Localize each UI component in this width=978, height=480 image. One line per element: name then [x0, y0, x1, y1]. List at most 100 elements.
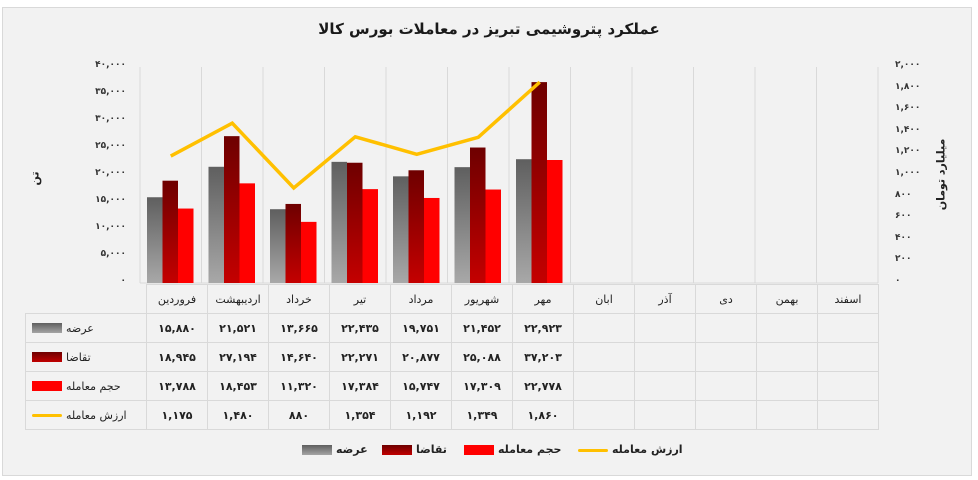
legend-item-hajm: حجم معامله: [464, 443, 561, 456]
legend-item-taghaza: تقاضا: [382, 443, 447, 456]
table-cell: [756, 342, 818, 372]
row-swatch: [32, 323, 62, 334]
table-cell: ۲۲,۲۷۱: [329, 342, 391, 372]
table-header-row: فروردین اردیبهشت خرداد تیر مرداد شهریور مهر ابا…: [25, 284, 879, 314]
bar-2: [239, 183, 255, 283]
table-month-header: فروردین: [146, 284, 208, 314]
table-cell: [573, 400, 635, 430]
chart-title: عملکرد پتروشیمی تبریز در معاملات بورس کا…: [318, 20, 660, 38]
table-cell: ۱۴,۶۴۰: [268, 342, 330, 372]
table-row: تقاضا ۱۸,۹۴۵ ۲۷,۱۹۴ ۱۴,۶۴۰ ۲۲,۲۷۱ ۲۰,۸۷۷ ۲۵,۰۸…: [25, 342, 879, 372]
legend-swatch-arzesh: [578, 448, 608, 452]
table-row-label: عرضه: [25, 313, 147, 343]
right-axis-tick: ۲۰۰: [895, 254, 912, 265]
bar-2: [362, 189, 378, 283]
table-cell: ۱۷,۳۸۴: [329, 371, 391, 401]
legend-label-hajm: حجم معامله: [498, 443, 562, 456]
table-cell: [573, 342, 635, 372]
table-cell: ۱۱,۳۲۰: [268, 371, 330, 401]
table-cell: ۲۵,۰۸۸: [451, 342, 513, 372]
table-row-label: تقاضا: [25, 342, 147, 372]
table-cell: ۱۹,۷۵۱: [390, 313, 452, 343]
left-axis-tick: ۱۰,۰۰۰: [95, 222, 126, 232]
table-month-header: ابان: [573, 284, 635, 314]
legend-swatch-arze: [302, 445, 332, 455]
bar-0: [393, 176, 409, 283]
bar-1: [347, 162, 363, 283]
value-line: [169, 80, 541, 191]
bar-0: [454, 167, 470, 283]
left-axis-tick: ۳۵,۰۰۰: [95, 87, 126, 97]
table-cell: [817, 400, 879, 430]
bar-0: [270, 209, 286, 283]
table-cell: ۱۳,۷۸۸: [146, 371, 208, 401]
right-axis-tick: ۲,۰۰۰: [895, 60, 921, 70]
bar-1: [162, 180, 178, 283]
table-cell: [695, 371, 757, 401]
table-cell: ۱,۱۹۲: [390, 400, 452, 430]
table-corner: [25, 284, 147, 314]
row-swatch: [32, 381, 62, 392]
table-cell: ۲۰,۸۷۷: [390, 342, 452, 372]
table-month-header: اسفند: [817, 284, 879, 314]
bar-0: [147, 197, 163, 283]
table-row: حجم معامله ۱۳,۷۸۸ ۱۸,۴۵۳ ۱۱,۳۲۰ ۱۷,۳۸۴ ۱۵,۷۴۷…: [25, 371, 879, 401]
table-cell: ۱,۱۷۵: [146, 400, 208, 430]
left-axis-tick: ۳۰,۰۰۰: [95, 114, 126, 124]
bar-0: [516, 159, 532, 283]
table-row: ارزش معامله ۱,۱۷۵ ۱,۴۸۰ ۸۸۰ ۱,۳۵۴ ۱,۱۹۲ ۱,۳۴۹ ۱…: [25, 400, 879, 430]
right-axis-tick: ۱,۰۰۰: [895, 168, 921, 178]
table-cell: ۱,۳۴۹: [451, 400, 513, 430]
bar-1: [224, 136, 240, 283]
bar-2: [178, 208, 194, 283]
table-cell: ۱,۳۵۴: [329, 400, 391, 430]
bar-1: [285, 203, 301, 283]
table-month-header: دی: [695, 284, 757, 314]
table-cell: ۱۵,۷۴۷: [390, 371, 452, 401]
table-cell: [573, 313, 635, 343]
left-axis-tick: ۵,۰۰۰: [100, 249, 126, 259]
table-cell: [634, 400, 696, 430]
legend-label-arzesh: ارزش معامله: [612, 443, 683, 456]
right-axis-tick: ۱,۶۰۰: [895, 103, 921, 114]
table-cell: [634, 342, 696, 372]
table-cell: ۲۲,۴۳۵: [329, 313, 391, 343]
right-axis-tick: ۱,۲۰۰: [895, 146, 921, 157]
right-axis-tick: ۴۰۰: [895, 232, 912, 243]
table-cell: [756, 400, 818, 430]
legend-swatch-taghaza: [382, 445, 412, 455]
legend-label-taghaza: تقاضا: [416, 443, 447, 456]
table-cell: [634, 313, 696, 343]
table-cell: ۸۸۰: [268, 400, 330, 430]
table-cell: ۲۱,۴۵۲: [451, 313, 513, 343]
bar-2: [424, 197, 440, 283]
table-cell: [695, 313, 757, 343]
table-cell: ۲۲,۹۲۳: [512, 313, 574, 343]
bar-0: [331, 161, 347, 283]
table-cell: ۱۵,۸۸۰: [146, 313, 208, 343]
bar-1: [470, 147, 486, 283]
table-cell: [573, 371, 635, 401]
table-cell: ۱۷,۳۰۹: [451, 371, 513, 401]
table-month-header: شهریور: [451, 284, 513, 314]
bar-2: [301, 221, 317, 283]
left-axis-tick: ۲۰,۰۰۰: [95, 168, 126, 178]
bar-1: [408, 170, 424, 283]
table-cell: [817, 371, 879, 401]
row-swatch: [32, 413, 62, 417]
right-axis-tick: ۱,۴۰۰: [895, 124, 921, 135]
right-axis-tick: ۱,۸۰۰: [895, 81, 921, 92]
table-cell: ۱۳,۶۶۵: [268, 313, 330, 343]
table-row-label: حجم معامله: [25, 371, 147, 401]
table-cell: ۲۱,۵۲۱: [207, 313, 269, 343]
table-cell: [695, 342, 757, 372]
table-row-label: ارزش معامله: [25, 400, 147, 430]
table-month-header: تیر: [329, 284, 391, 314]
bar-1: [531, 82, 547, 284]
row-swatch: [32, 352, 62, 363]
table-cell: ۱,۸۶۰: [512, 400, 574, 430]
table-month-header: آذر: [634, 284, 696, 314]
left-axis-tick: ۲۵,۰۰۰: [95, 141, 126, 151]
table-cell: [756, 313, 818, 343]
